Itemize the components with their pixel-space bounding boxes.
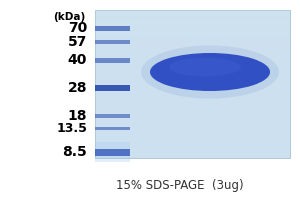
- Text: 15% SDS-PAGE  (3ug): 15% SDS-PAGE (3ug): [116, 178, 244, 192]
- Bar: [95, 46, 290, 61]
- Text: 28: 28: [68, 81, 87, 95]
- Bar: [95, 127, 130, 130]
- Text: 18: 18: [68, 109, 87, 123]
- Bar: [95, 25, 130, 30]
- Bar: [95, 10, 290, 158]
- Ellipse shape: [169, 58, 241, 76]
- Text: 8.5: 8.5: [62, 145, 87, 159]
- Bar: [95, 34, 290, 49]
- Text: 57: 57: [68, 35, 87, 49]
- Bar: [95, 22, 290, 37]
- Bar: [95, 40, 130, 44]
- Text: (kDa): (kDa): [53, 12, 85, 22]
- Bar: [95, 85, 130, 91]
- Bar: [95, 58, 130, 62]
- Bar: [95, 58, 290, 73]
- Text: 13.5: 13.5: [56, 121, 87, 134]
- Bar: [95, 142, 130, 162]
- Text: 40: 40: [68, 53, 87, 67]
- Ellipse shape: [141, 45, 279, 99]
- Bar: [95, 114, 130, 118]
- Ellipse shape: [150, 53, 270, 91]
- Bar: [95, 148, 130, 156]
- Text: 70: 70: [68, 21, 87, 35]
- Bar: [95, 10, 290, 25]
